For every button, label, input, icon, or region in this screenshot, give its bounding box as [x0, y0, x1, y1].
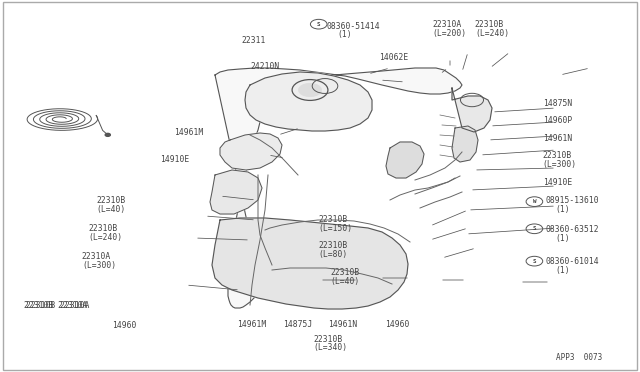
- Text: 14961M: 14961M: [237, 320, 266, 329]
- Text: (L=40): (L=40): [96, 205, 125, 214]
- Text: 08915-13610: 08915-13610: [545, 196, 599, 205]
- Text: 14960: 14960: [385, 320, 410, 329]
- Text: (1): (1): [337, 31, 352, 39]
- Text: 22310A: 22310A: [433, 20, 462, 29]
- Text: (L=150): (L=150): [319, 224, 353, 233]
- Polygon shape: [386, 142, 424, 178]
- Polygon shape: [215, 68, 462, 308]
- Text: 22310B 22310A: 22310B 22310A: [24, 301, 88, 310]
- Text: 22310B: 22310B: [314, 335, 343, 344]
- Polygon shape: [210, 170, 262, 214]
- Text: 22310B: 22310B: [96, 196, 125, 205]
- Text: 08360-61014: 08360-61014: [545, 257, 599, 266]
- Text: 22310B: 22310B: [319, 215, 348, 224]
- Text: 14875N: 14875N: [543, 99, 572, 108]
- Text: W: W: [532, 199, 536, 204]
- Polygon shape: [220, 133, 282, 170]
- Polygon shape: [452, 88, 492, 132]
- Text: 14875J: 14875J: [284, 320, 313, 329]
- Text: 24210N: 24210N: [251, 62, 280, 71]
- Text: 22310B 22310A: 22310B 22310A: [26, 301, 89, 310]
- Circle shape: [105, 134, 110, 137]
- Text: 14960P: 14960P: [543, 116, 572, 125]
- Text: 14062E: 14062E: [380, 53, 409, 62]
- Polygon shape: [245, 72, 372, 131]
- Text: 22310B: 22310B: [88, 224, 118, 233]
- Text: 14961N: 14961N: [543, 134, 572, 143]
- Text: 14960: 14960: [112, 321, 136, 330]
- Text: (L=240): (L=240): [475, 29, 509, 38]
- Text: 14910E: 14910E: [543, 178, 572, 187]
- Text: 22310B: 22310B: [475, 20, 504, 29]
- Text: 22310A: 22310A: [82, 252, 111, 261]
- Text: 08360-63512: 08360-63512: [545, 225, 599, 234]
- Text: (L=240): (L=240): [88, 233, 122, 242]
- Text: 14961M: 14961M: [174, 128, 204, 137]
- Text: S: S: [317, 22, 321, 27]
- Text: 08360-51414: 08360-51414: [326, 22, 380, 31]
- Text: (L=300): (L=300): [543, 160, 577, 169]
- Circle shape: [298, 83, 321, 97]
- Text: (1): (1): [556, 266, 570, 275]
- Text: (L=340): (L=340): [314, 343, 348, 352]
- Text: (L=300): (L=300): [82, 261, 116, 270]
- Text: (L=200): (L=200): [433, 29, 467, 38]
- Text: 22310B: 22310B: [319, 241, 348, 250]
- Text: 22311: 22311: [242, 36, 266, 45]
- Text: (1): (1): [556, 205, 570, 214]
- Text: APP3  0073: APP3 0073: [556, 353, 602, 362]
- Text: 14910E: 14910E: [160, 155, 189, 164]
- Text: (1): (1): [556, 234, 570, 243]
- Text: 22310B: 22310B: [330, 268, 360, 277]
- Text: (L=40): (L=40): [330, 277, 360, 286]
- Text: S: S: [532, 226, 536, 231]
- Polygon shape: [212, 218, 408, 309]
- Polygon shape: [452, 126, 478, 162]
- Text: 22310B: 22310B: [543, 151, 572, 160]
- Text: (L=80): (L=80): [319, 250, 348, 259]
- Text: S: S: [532, 259, 536, 264]
- Text: 14961N: 14961N: [328, 320, 357, 329]
